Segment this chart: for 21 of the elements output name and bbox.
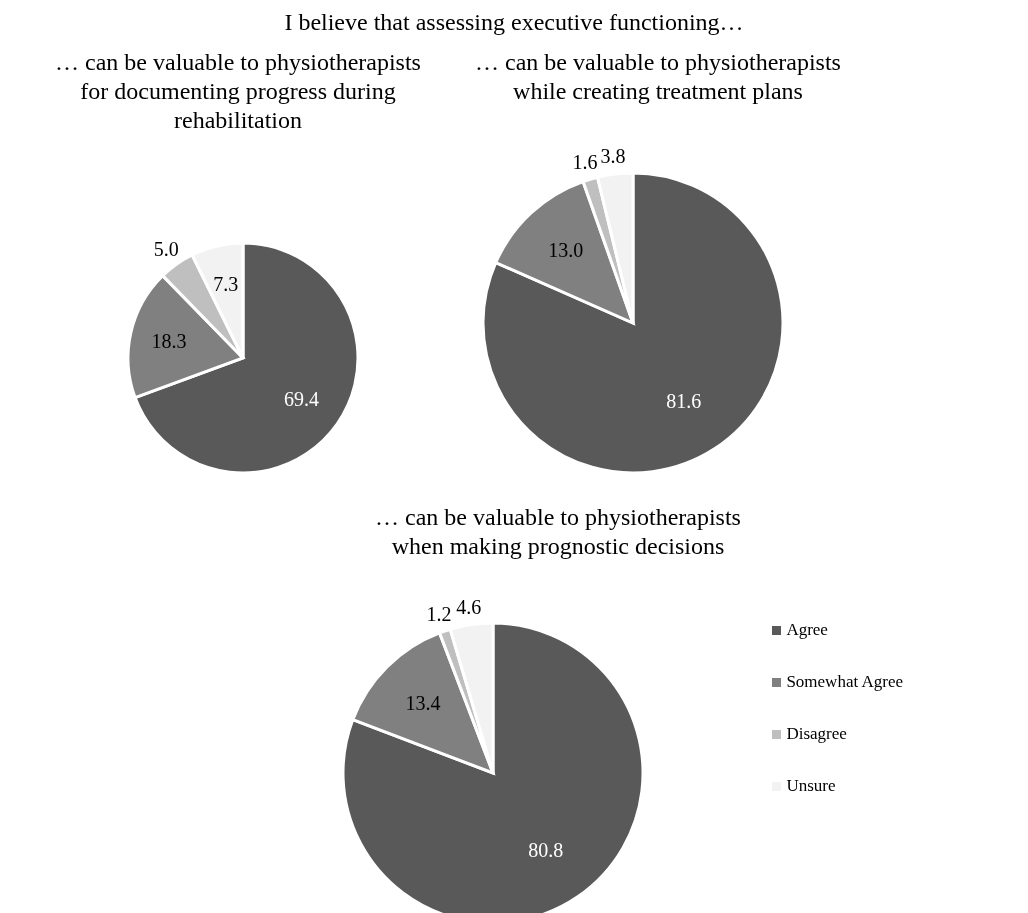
data-label: 5.0 (153, 238, 179, 261)
data-label: 3.8 (600, 145, 626, 168)
data-label: 80.8 (528, 838, 564, 861)
legend-label: Agree (786, 620, 828, 640)
data-label: 13.4 (405, 692, 441, 714)
data-label: 4.6 (456, 595, 482, 618)
chart-title: … can be valuable to physiotherapists for documenting progress during rehabilitation (54, 48, 422, 135)
legend-label: Disagree (786, 724, 847, 744)
data-label: 18.3 (151, 330, 187, 353)
data-label: 69.4 (283, 387, 319, 410)
data-label: 81.6 (666, 389, 702, 412)
chart-title: … can be valuable to physiotherapists when making prognostic decisions (374, 503, 742, 561)
data-label: 7.3 (213, 273, 239, 296)
text: I believe that assessing executive functioning… (283, 8, 745, 37)
data-label: 1.6 (572, 150, 598, 173)
data-label: 13.0 (548, 239, 584, 262)
chart-title: … can be valuable to physiotherapists while creating treatment plans (474, 48, 842, 106)
legend-label: Unsure (786, 776, 836, 796)
pie-slice (481, 171, 785, 475)
data-label: 1.2 (426, 602, 452, 625)
legend-label: Somewhat Agree (786, 672, 903, 692)
